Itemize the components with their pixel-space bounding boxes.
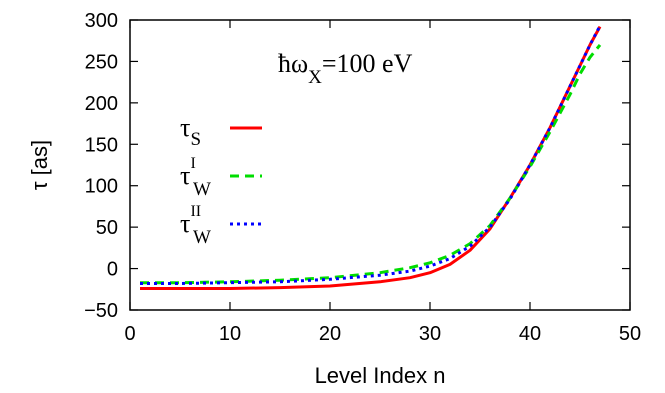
y-tick-label: 150 [85,134,118,156]
y-tick-label: 200 [85,93,118,115]
labels-layer: 0 10 20 30 40 50 −50 0 50 100 150 200 250 300 [84,10,641,345]
y-tick-label: 0 [107,259,118,281]
y-tick-label: 250 [85,51,118,73]
legend-label-0: τS [180,113,201,150]
annotation-suffix: =100 eV [322,49,413,78]
x-tick-label: 20 [319,323,341,345]
x-tick-label: 30 [419,323,441,345]
legend-label-2: τII W [180,203,211,248]
x-tick-label: 10 [219,323,241,345]
series-line-0 [140,25,602,290]
x-tick-label: 40 [519,323,541,345]
annotation-prefix: ħω [278,49,308,78]
legend-label-1: τI W [180,155,211,200]
series-line-2 [140,25,602,285]
x-tick-label: 0 [124,323,135,345]
x-tick-label: 50 [619,323,641,345]
energy-annotation: ħωX=100 eV [278,49,413,88]
y-tick-label: −50 [84,300,118,322]
y-axis-label: τ [as] [27,140,52,190]
y-tick-label: 300 [85,10,118,32]
x-axis-label: Level Index n [315,363,446,388]
annotation-sub: X [308,67,322,88]
series-layer [140,25,602,290]
y-tick-label: 50 [96,217,118,239]
plot-frame [129,19,631,311]
y-tick-label: 100 [85,176,118,198]
